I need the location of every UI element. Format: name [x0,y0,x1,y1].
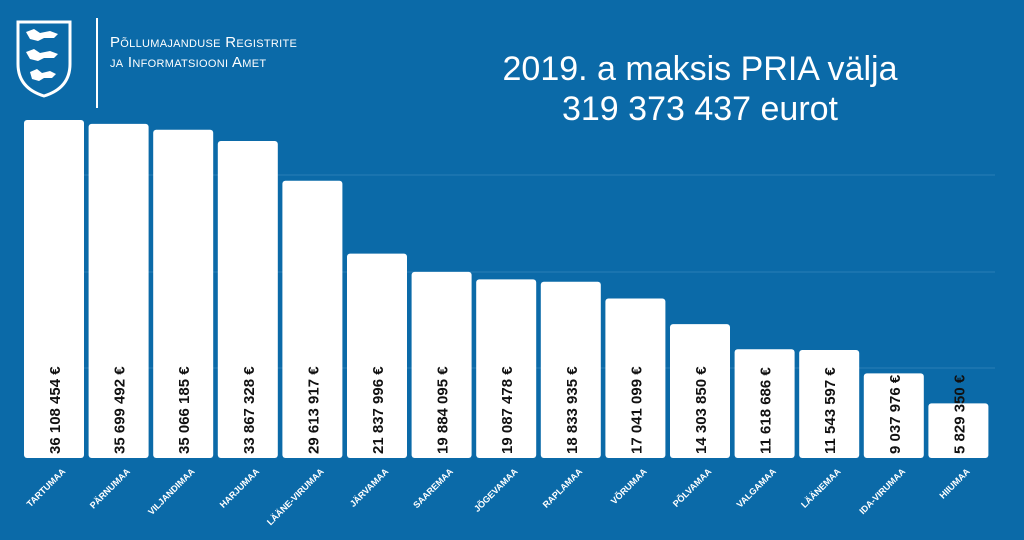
bar [217,140,278,458]
bar [411,271,472,458]
organization-name-line1: Põllumajanduse Registrite [110,34,298,51]
category-label: VALGAMAA [735,466,779,510]
category-label: HIIUMAA [938,466,973,501]
bar [88,123,149,459]
bar [476,279,537,458]
bar [799,349,860,458]
category-label: VILJANDIMAA [146,466,197,517]
logo-divider [96,18,98,108]
value-label: 29 613 917 € [305,366,322,454]
value-label: 35 699 492 € [112,366,129,454]
category-label: JÕGEVAMAA [472,466,520,514]
bar [605,298,666,458]
category-label: LÄÄNE-VIRUMAA [265,466,326,527]
logo-block: Põllumajanduse Registrite ja Informatsio… [14,12,334,108]
value-label: 17 041 099 € [628,366,645,454]
value-label: 11 543 597 € [822,367,839,454]
category-label: LÄÄNEMAA [799,466,843,510]
value-label: 9 037 976 € [887,374,904,454]
value-label: 33 867 328 € [241,366,258,454]
category-label: RAPLAMAA [541,466,585,510]
value-label: 18 833 935 € [564,366,581,454]
bar [928,403,989,458]
value-label: 21 837 996 € [370,366,387,454]
value-label: 5 829 350 € [951,374,968,454]
category-label: HARJUMAA [218,466,262,510]
bar [347,253,407,458]
category-label: PÄRNUMAA [88,466,133,511]
category-label: IDA-VIRUMAA [857,466,907,516]
chart-title: 2019. a maksis PRIA välja [502,50,898,88]
value-label: 11 618 686 € [758,367,775,454]
value-label: 36 108 454 € [47,366,64,454]
bar [863,373,924,458]
bar [670,324,730,458]
category-label: TARTUMAA [25,466,68,509]
organization-name-line2: ja Informatsiooni Amet [110,54,267,71]
bar [24,120,84,458]
category-label: VÕRUMAA [609,466,649,506]
category-label: SAAREMAA [411,466,455,510]
value-label: 35 066 185 € [176,366,193,454]
coat-of-arms-icon [16,20,72,98]
bar [734,349,795,458]
value-label: 14 303 850 € [693,366,710,454]
bar [153,129,214,459]
value-label: 19 087 478 € [499,366,516,454]
bar [282,180,343,458]
category-label: JÄRVAMAA [348,466,391,509]
bar [540,281,601,458]
chart-subtitle: 319 373 437 eurot [561,90,839,128]
category-label: PÕLVAMAA [671,466,714,509]
value-label: 19 884 095 € [435,366,452,454]
